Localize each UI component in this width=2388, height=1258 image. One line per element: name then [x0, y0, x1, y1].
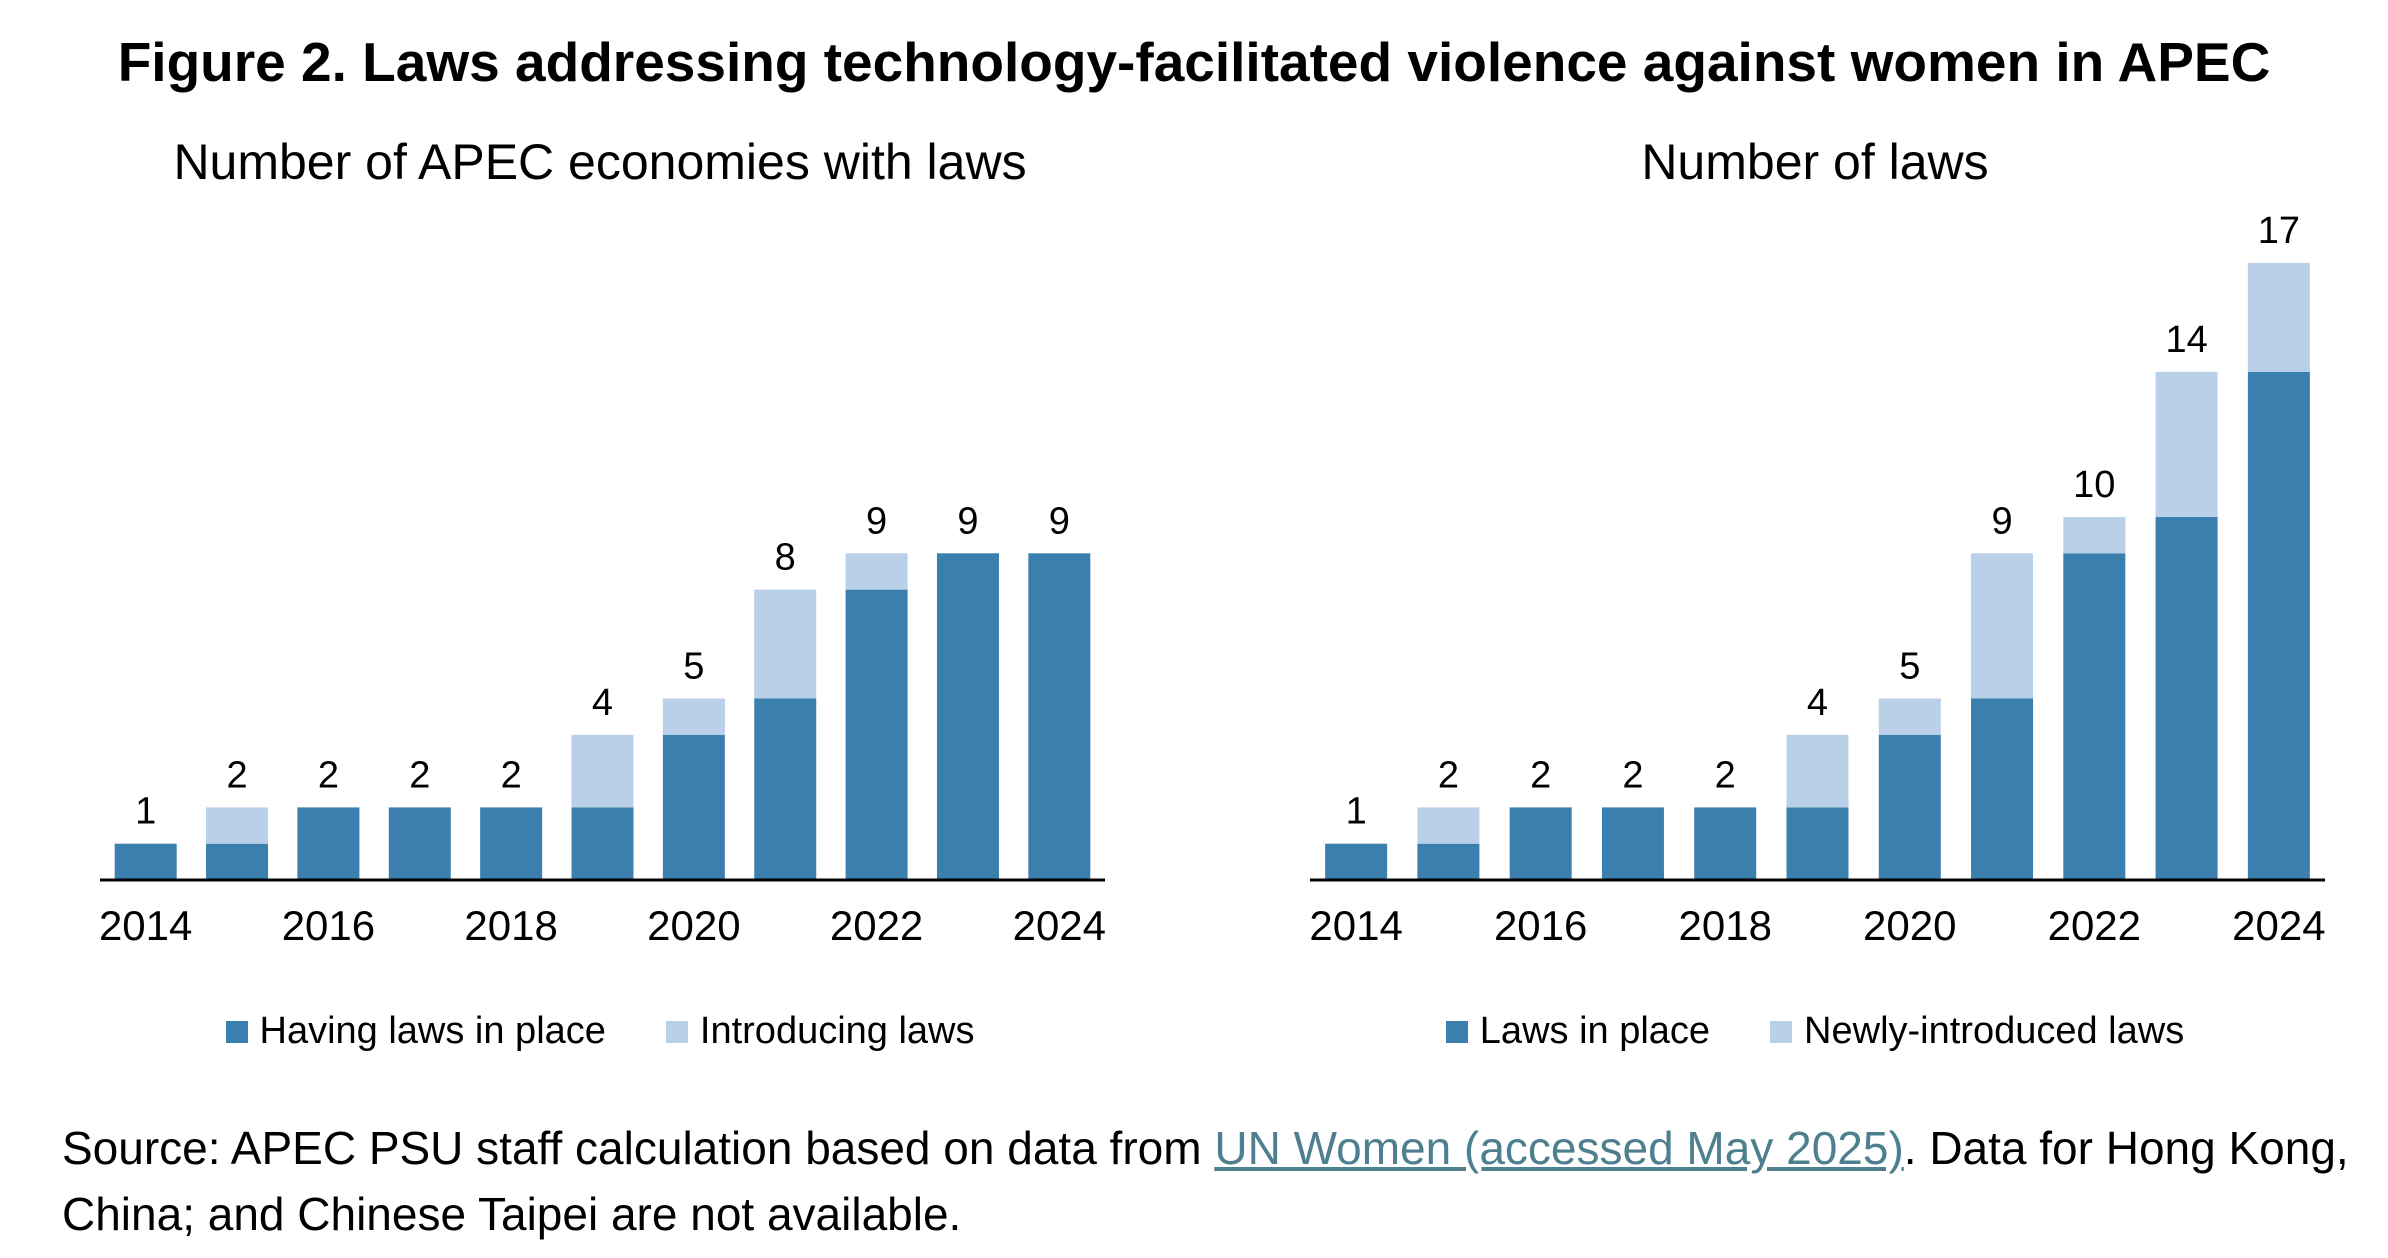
x-tick-label-2024: 2024	[2232, 902, 2325, 949]
source-link[interactable]: UN Women (accessed May 2025)	[1214, 1122, 1904, 1174]
data-label-2015: 2	[226, 754, 247, 796]
data-label-2023: 14	[2165, 319, 2207, 361]
bar-segment-2018-base	[480, 807, 543, 880]
data-label-2022: 9	[866, 500, 887, 542]
data-label-2021: 9	[1991, 500, 2012, 542]
bar-segment-2017-base	[388, 807, 451, 880]
legend: Having laws in place Introducing laws	[40, 1010, 1160, 1053]
bar-segment-2019-new	[1786, 734, 1849, 808]
chart-number-of-laws: Number of laws 1 2 2 2 2 4 5 9 10 14 17 2014 2016 201…	[1250, 125, 2380, 1105]
x-tick-label-2022: 2022	[2048, 902, 2141, 949]
bar-segment-2023-base	[936, 553, 999, 880]
bar-segment-2017-base	[1601, 807, 1664, 880]
bar-segment-2024-base	[1028, 553, 1091, 880]
data-label-2016: 2	[318, 754, 339, 796]
bars: 1 2 2 2 2 4 5 8 9 9 9	[114, 500, 1091, 880]
bar-segment-2022-new	[845, 553, 908, 590]
bar-segment-2015-base	[206, 843, 269, 880]
data-label-2017: 2	[409, 754, 430, 796]
chart-laws-svg: 1 2 2 2 2 4 5 9 10 14 17 2014 2016 2018 2020 2022 2024	[1309, 210, 2325, 949]
legend-swatch-light	[1770, 1020, 1793, 1043]
source-prefix: Source: APEC PSU staff calculation based…	[62, 1122, 1215, 1174]
bar-segment-2015-base	[1417, 843, 1480, 880]
bar-segment-2020-new	[662, 698, 725, 735]
chart-economies-with-laws: Number of APEC economies with laws 1 2 2 2 2…	[40, 125, 1160, 1105]
legend-swatch-dark	[1445, 1020, 1468, 1043]
bar-segment-2020-base	[662, 734, 725, 880]
bar-segment-2023-new	[2155, 371, 2218, 517]
data-label-2021: 8	[775, 537, 796, 579]
bar-segment-2022-base	[2063, 553, 2126, 880]
bars: 1 2 2 2 2 4 5 9 10 14 17	[1325, 210, 2310, 880]
legend-swatch-dark	[225, 1020, 248, 1043]
data-label-2019: 4	[592, 682, 613, 724]
bar-segment-2021-new	[754, 589, 817, 699]
legend-item-having-laws: Having laws in place	[225, 1010, 606, 1053]
data-label-2024: 9	[1049, 500, 1070, 542]
x-tick-label-2014: 2014	[99, 902, 192, 949]
bar-segment-2018-base	[1694, 807, 1757, 880]
legend-label: Newly-introduced laws	[1804, 1010, 2185, 1052]
legend: Laws in place Newly-introduced laws	[1250, 1010, 2380, 1053]
legend-label: Having laws in place	[259, 1010, 606, 1052]
x-tick-label-2020: 2020	[1863, 902, 1956, 949]
bar-segment-2021-base	[1971, 698, 2034, 880]
bar-segment-2015-new	[1417, 807, 1480, 844]
legend-label: Laws in place	[1479, 1010, 1711, 1052]
data-label-2020: 5	[1899, 646, 1920, 688]
bar-segment-2023-base	[2155, 517, 2218, 880]
data-label-2019: 4	[1807, 682, 1828, 724]
bar-segment-2022-base	[845, 589, 908, 880]
bar-segment-2024-new	[2247, 262, 2310, 372]
legend-item-newly-introduced: Newly-introduced laws	[1770, 1010, 2184, 1053]
bar-segment-2015-new	[206, 807, 269, 844]
data-label-2017: 2	[1622, 754, 1643, 796]
x-tick-label-2018: 2018	[1679, 902, 1772, 949]
data-label-2020: 5	[683, 646, 704, 688]
bar-segment-2019-new	[571, 734, 634, 808]
bar-segment-2024-base	[2247, 371, 2310, 880]
legend-label: Introducing laws	[699, 1010, 975, 1052]
data-label-2018: 2	[501, 754, 522, 796]
x-tick-label-2024: 2024	[1013, 902, 1106, 949]
legend-item-laws-in-place: Laws in place	[1445, 1010, 1711, 1053]
data-label-2024: 17	[2258, 210, 2300, 252]
data-label-2018: 2	[1715, 754, 1736, 796]
legend-item-introducing-laws: Introducing laws	[665, 1010, 975, 1053]
bar-segment-2014-base	[1325, 843, 1388, 880]
x-tick-label-2016: 2016	[282, 902, 375, 949]
data-label-2022: 10	[2073, 464, 2115, 506]
data-label-2023: 9	[957, 500, 978, 542]
bar-segment-2022-new	[2063, 517, 2126, 554]
x-tick-label-2022: 2022	[830, 902, 923, 949]
bar-segment-2016-base	[1509, 807, 1572, 880]
chart-title: Number of APEC economies with laws	[173, 134, 1027, 190]
figure-title: Figure 2. Laws addressing technology-fac…	[117, 31, 2271, 93]
legend-swatch-light	[665, 1020, 688, 1043]
chart-title: Number of laws	[1641, 134, 1989, 190]
bar-segment-2020-base	[1878, 734, 1941, 880]
bar-segment-2016-base	[297, 807, 360, 880]
bar-segment-2014-base	[114, 843, 177, 880]
x-tick-label-2020: 2020	[647, 902, 740, 949]
data-label-2014: 1	[1346, 791, 1367, 833]
chart-economies-svg: 1 2 2 2 2 4 5 8 9 9 9 2014 2016 2018 2020 2022 2024	[99, 500, 1106, 949]
data-label-2016: 2	[1530, 754, 1551, 796]
bar-segment-2021-base	[754, 698, 817, 880]
bar-segment-2019-base	[571, 807, 634, 880]
x-tick-label-2018: 2018	[464, 902, 557, 949]
bar-segment-2021-new	[1971, 553, 2034, 699]
data-label-2015: 2	[1438, 754, 1459, 796]
bar-segment-2019-base	[1786, 807, 1849, 880]
source-note: Source: APEC PSU staff calculation based…	[62, 1115, 2362, 1247]
source-suffix: . Data for Hong Kong, China; and Chinese…	[62, 1122, 2349, 1240]
data-label-2014: 1	[135, 791, 156, 833]
bar-segment-2020-new	[1878, 698, 1941, 735]
x-tick-label-2016: 2016	[1494, 902, 1587, 949]
x-tick-label-2014: 2014	[1309, 902, 1402, 949]
